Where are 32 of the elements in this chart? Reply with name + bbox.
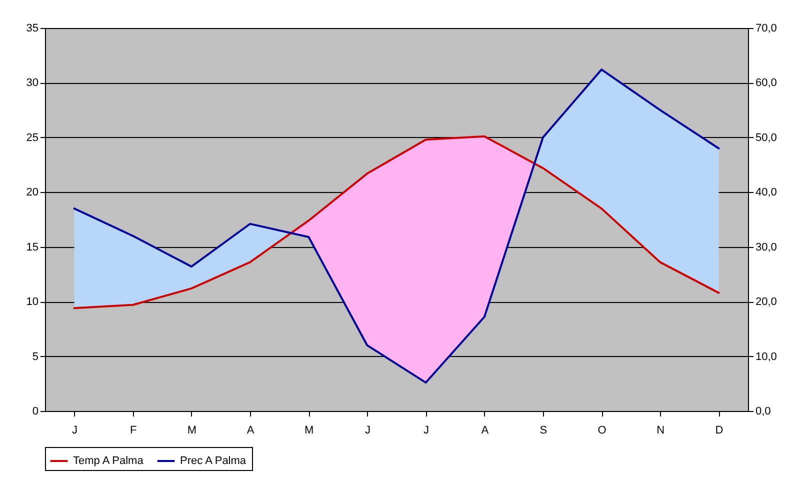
y-tick-label: 5 <box>32 350 38 363</box>
x-tick-label: N <box>656 424 665 436</box>
y2-tick-label: 70,0 <box>756 22 777 34</box>
y2-tick-label: 20,0 <box>756 296 777 308</box>
y-tick-label: 35 <box>26 22 38 34</box>
x-tick-label: M <box>187 424 197 436</box>
y2-tick-label: 0,0 <box>756 406 771 418</box>
y2-tick-label: 60,0 <box>756 77 777 90</box>
y2-tick-label: 50,0 <box>756 132 777 144</box>
line-series <box>73 135 720 310</box>
x-tick-label: M <box>304 424 314 436</box>
legend-label: Prec A Palma <box>180 455 247 467</box>
x-tick-label: S <box>540 424 548 436</box>
y2-tick-label: 10,0 <box>756 350 777 363</box>
y2-tick-label: 30,0 <box>756 241 777 254</box>
x-tick-label: O <box>598 424 607 436</box>
y2-tick-label: 40,0 <box>756 186 777 199</box>
x-tick-label: A <box>246 424 255 436</box>
x-tick-label: J <box>364 424 370 436</box>
x-tick-label: J <box>72 424 78 436</box>
y-tick-label: 10 <box>26 296 38 308</box>
x-tick-label: D <box>715 424 724 436</box>
y-tick-label: 0 <box>32 406 38 418</box>
x-tick-label: A <box>481 424 490 436</box>
legend-label: Temp A Palma <box>73 455 144 467</box>
y-tick-label: 20 <box>26 186 38 199</box>
x-tick-label: J <box>424 424 430 436</box>
x-tick-label: F <box>130 424 138 436</box>
line-series <box>73 68 720 384</box>
y-tick-label: 25 <box>26 132 38 144</box>
y-tick-label: 15 <box>26 241 38 254</box>
y-tick-label: 30 <box>26 77 38 90</box>
